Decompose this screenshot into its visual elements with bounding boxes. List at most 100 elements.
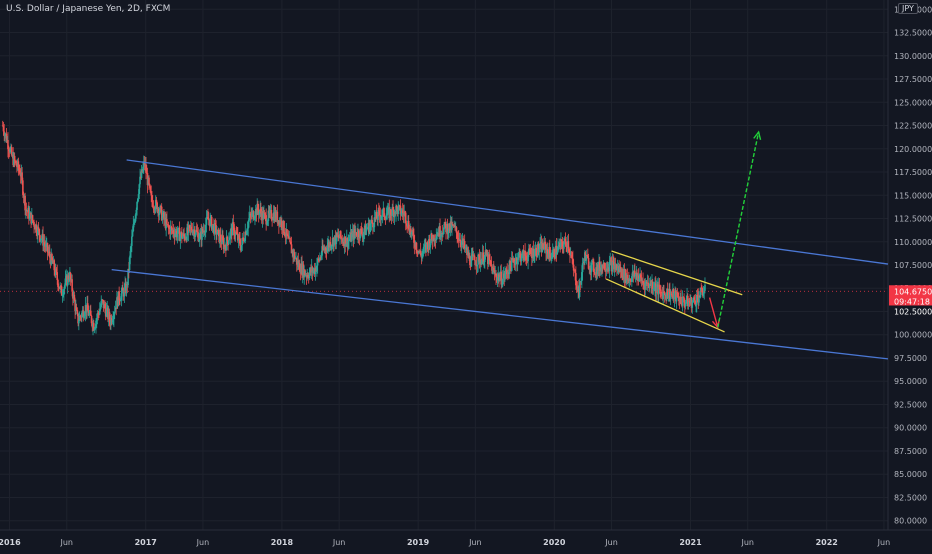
candle-body (473, 255, 476, 261)
candle-body (21, 172, 23, 181)
candle-body (642, 280, 644, 284)
candle-body (222, 236, 224, 241)
candle-body (169, 226, 172, 234)
candle-body (40, 238, 43, 240)
candle-body (381, 215, 383, 217)
candle-body (248, 213, 251, 219)
candle-body (174, 233, 176, 237)
candle-body (3, 131, 6, 137)
candle-body (76, 310, 79, 315)
candle-body (451, 223, 454, 225)
candle-body (155, 199, 158, 203)
candle-body (681, 296, 684, 306)
candle-body (176, 233, 179, 238)
candle-body (150, 192, 153, 196)
candle-body (496, 276, 499, 281)
candle-body (344, 236, 347, 247)
candle-body (142, 166, 144, 172)
candle-body (532, 248, 535, 259)
candle-body (32, 220, 35, 223)
candle-body (226, 236, 229, 241)
candle-body (557, 245, 560, 247)
candle-body (520, 258, 523, 262)
candle-body (587, 255, 589, 259)
candle-body (98, 309, 101, 315)
candle-body (419, 250, 422, 256)
candle-body (534, 250, 536, 257)
y-tick-label: 120.0000 (894, 145, 932, 154)
candle-body (495, 273, 497, 278)
candle-body (19, 170, 21, 175)
candle-body (565, 241, 567, 247)
candle-body (692, 300, 694, 302)
candle-body (137, 198, 139, 203)
price-tag-label: 102.5000 (894, 307, 932, 316)
candle-body (197, 232, 200, 242)
y-tick-label: 95.0000 (894, 377, 927, 386)
candle-body (156, 202, 159, 212)
x-tick-label: 2019 (407, 538, 430, 547)
candle-body (345, 244, 347, 247)
projection-arrow-down (708, 297, 719, 328)
candle-body (340, 237, 343, 239)
candle-body (123, 287, 126, 297)
candle-body (335, 233, 338, 245)
candle-body (145, 164, 147, 174)
candle-body (434, 239, 437, 241)
candle-body (433, 235, 435, 241)
x-tick-label: Jun (740, 538, 754, 547)
candle-body (154, 199, 157, 210)
x-tick-label: Jun (468, 538, 482, 547)
candle-body (228, 237, 231, 241)
candle-body (159, 206, 161, 212)
candle-body (161, 215, 164, 221)
candle-body (428, 238, 431, 248)
candle-body (263, 213, 265, 220)
currency-badge[interactable]: JPY (898, 3, 918, 14)
candle-body (149, 186, 152, 193)
candle-body (48, 251, 51, 258)
candle-body (516, 259, 519, 264)
projection-arrow-up-head (753, 130, 762, 140)
y-tick-label: 130.0000 (894, 52, 932, 61)
candle-body (348, 239, 350, 241)
candle-body (421, 253, 423, 258)
candle-body (82, 310, 85, 318)
candle-body (153, 207, 156, 210)
candle-body (637, 275, 640, 282)
candle-body (451, 223, 453, 230)
candle-body (88, 313, 91, 316)
candle-body (542, 243, 544, 249)
candle-body (63, 285, 66, 289)
candle-body (97, 313, 100, 314)
candle-body (166, 224, 169, 225)
candle-body (290, 244, 293, 254)
candle-body (22, 180, 24, 195)
candle-body (67, 275, 70, 280)
candle-body (431, 233, 433, 240)
candle-body (246, 228, 249, 232)
candle-body (196, 231, 199, 233)
candle-body (100, 301, 103, 307)
symbol-legend[interactable]: U.S. Dollar / Japanese Yen, 2D, FXCM (6, 4, 171, 14)
candle-body (610, 260, 612, 262)
candle-body (39, 235, 41, 241)
candle-body (605, 268, 608, 272)
candle-body (254, 217, 256, 219)
candle-body (553, 249, 556, 258)
candle-body (131, 231, 134, 237)
candle-body (469, 255, 471, 266)
candle-body (240, 245, 243, 251)
candle-body (601, 265, 603, 272)
candle-body (319, 257, 321, 261)
candle-body (407, 220, 410, 230)
candle-body (517, 253, 520, 260)
candle-body (477, 254, 479, 265)
candle-body (331, 244, 333, 247)
candle-body (94, 326, 97, 329)
candle-body (572, 258, 574, 265)
x-tick-label: 2016 (0, 538, 21, 547)
candle-body (642, 283, 645, 285)
